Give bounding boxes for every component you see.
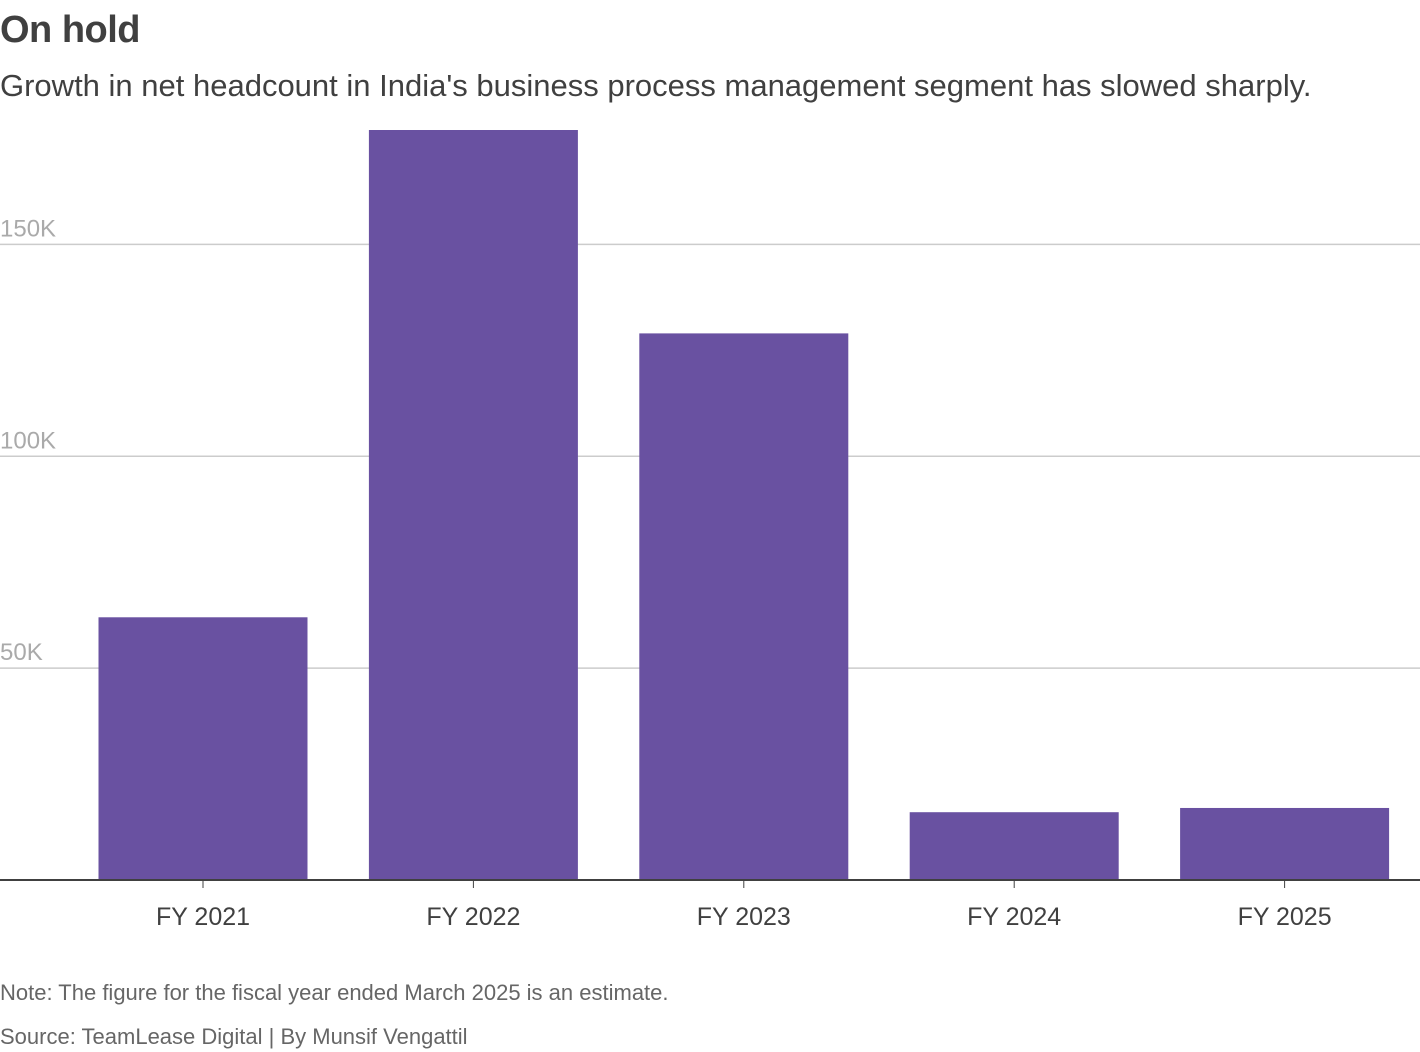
bar	[639, 333, 849, 880]
x-tick-label: FY 2023	[697, 903, 791, 931]
chart-title: On hold	[0, 9, 141, 51]
x-tick-label: FY 2022	[426, 903, 520, 931]
y-tick-label: 100K	[0, 427, 56, 454]
bar	[909, 812, 1119, 880]
x-tick-label: FY 2025	[1238, 903, 1332, 931]
chart-note: Note: The figure for the fiscal year end…	[0, 980, 669, 1005]
x-tick-label: FY 2021	[156, 903, 250, 931]
y-tick-label: 50K	[0, 639, 43, 666]
y-axis-tick-labels: 50K 100K 150K	[0, 215, 56, 666]
chart-subtitle: Growth in net headcount in India's busin…	[0, 68, 1312, 103]
bar	[368, 130, 578, 880]
y-tick-label: 150K	[0, 215, 56, 242]
bar-chart: 50K 100K 150K FY 2021 FY 2022 FY 2023 FY 2024…	[0, 130, 1420, 931]
x-axis-ticks: FY 2021 FY 2022 FY 2023 FY 2024 FY 2025	[156, 880, 1332, 931]
chart-source: Source: TeamLease Digital | By Munsif Ve…	[0, 1024, 468, 1049]
bar	[1180, 807, 1390, 880]
x-tick-label: FY 2024	[967, 903, 1061, 931]
bars	[98, 130, 1390, 880]
bar	[98, 617, 308, 880]
